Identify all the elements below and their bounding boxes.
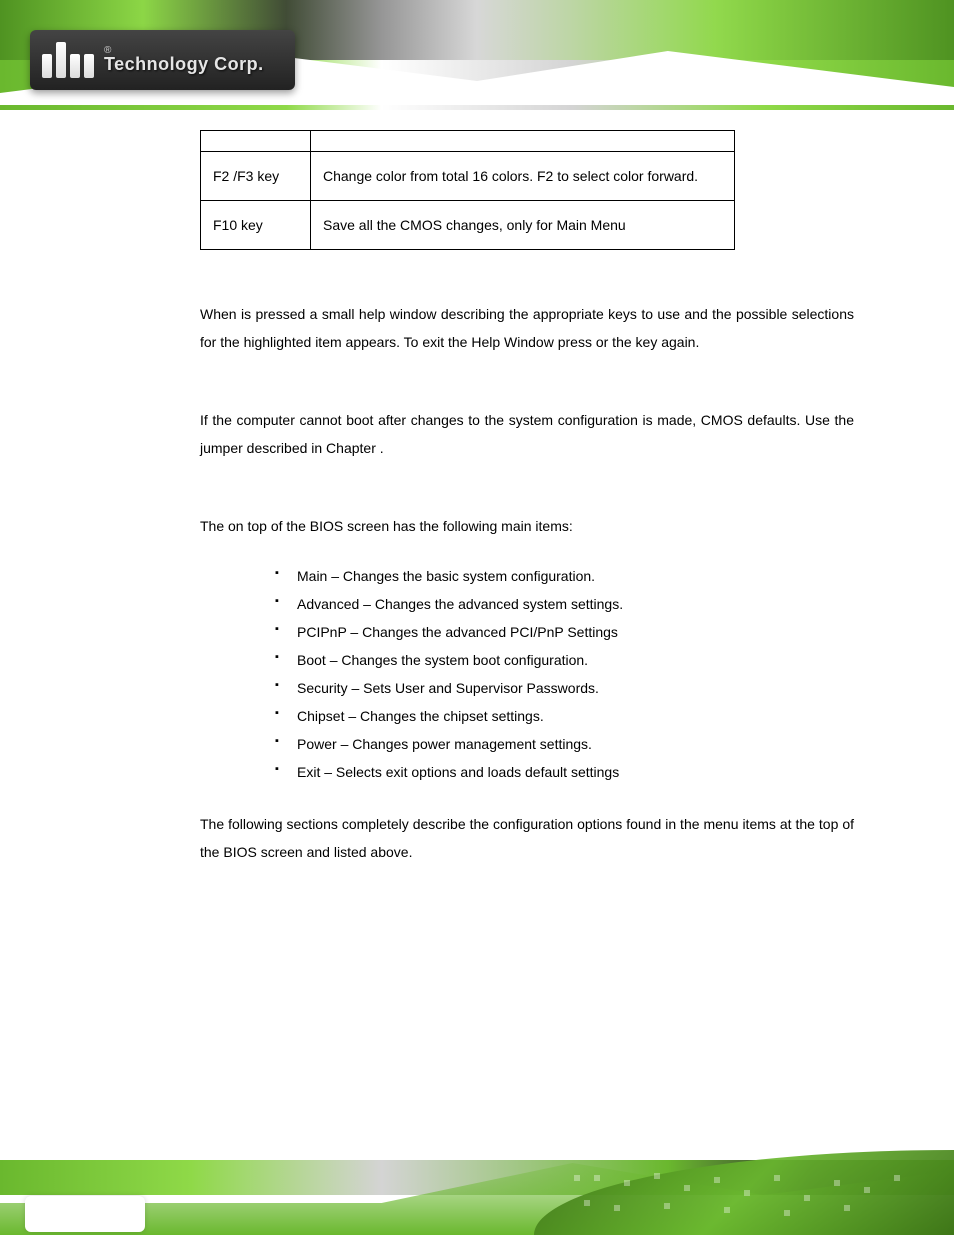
desc-cell: Change color from total 16 colors. F2 to… [311,152,735,201]
list-item: Exit – Selects exit options and loads de… [275,758,854,786]
keys-table: F2 /F3 key Change color from total 16 co… [200,130,735,250]
list-item: Advanced – Changes the advanced system s… [275,590,854,618]
list-item: Power – Changes power management setting… [275,730,854,758]
header-decoration: ® Technology Corp. [0,0,954,110]
key-cell: F2 /F3 key [201,152,311,201]
list-item: PCIPnP – Changes the advanced PCI/PnP Se… [275,618,854,646]
menu-list: Main – Changes the basic system configur… [200,562,854,786]
table-row: F10 key Save all the CMOS changes, only … [201,201,735,250]
list-item: Chipset – Changes the chipset settings. [275,702,854,730]
logo-block: ® Technology Corp. [30,30,295,90]
page-content: F2 /F3 key Change color from total 16 co… [0,110,954,936]
list-item: Security – Sets User and Supervisor Pass… [275,674,854,702]
page-number-block [25,1196,145,1232]
logo-text: Technology Corp. [104,54,264,75]
list-item: Main – Changes the basic system configur… [275,562,854,590]
desc-cell [311,131,735,152]
key-cell [201,131,311,152]
table-row: F2 /F3 key Change color from total 16 co… [201,152,735,201]
footer-decoration [0,1115,954,1235]
cmos-paragraph: If the computer cannot boot after change… [200,406,854,462]
menubar-outro: The following sections completely descri… [200,810,854,866]
footer-dots-icon [564,1165,914,1225]
list-item: Boot – Changes the system boot configura… [275,646,854,674]
desc-cell: Save all the CMOS changes, only for Main… [311,201,735,250]
menubar-intro: The on top of the BIOS screen has the fo… [200,512,854,540]
help-paragraph: When is pressed a small help window desc… [200,300,854,356]
key-cell: F10 key [201,201,311,250]
table-row [201,131,735,152]
logo-icon [42,42,94,78]
